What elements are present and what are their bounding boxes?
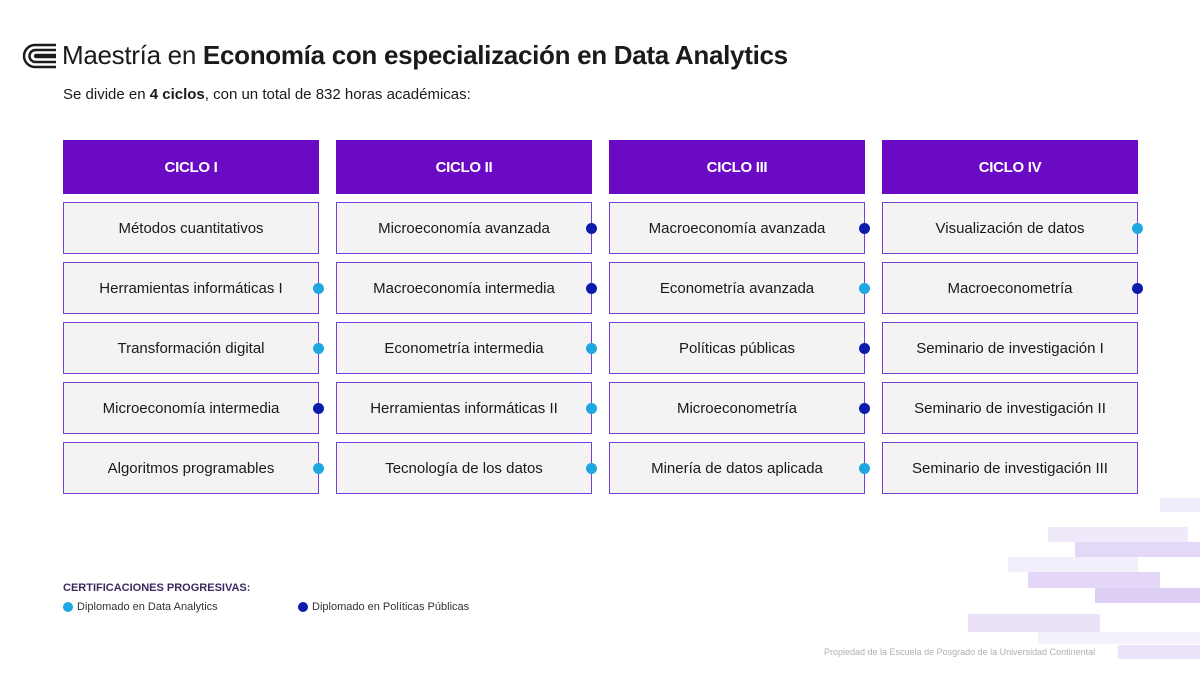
cycle-header: CICLO II bbox=[336, 140, 592, 194]
title-prefix: Maestría en bbox=[62, 40, 203, 70]
politicas-publicas-dot-icon bbox=[313, 402, 324, 414]
page-title: Maestría en Economía con especialización… bbox=[62, 38, 788, 72]
data-analytics-dot-icon bbox=[586, 342, 597, 354]
politicas-publicas-dot-icon bbox=[859, 342, 870, 354]
course-name: Econometría intermedia bbox=[384, 339, 544, 357]
course-box: Seminario de investigación III bbox=[882, 442, 1138, 494]
decorative-bar bbox=[1160, 498, 1200, 512]
course-box: Microeconomía intermedia bbox=[63, 382, 324, 434]
data-analytics-dot-icon bbox=[313, 342, 324, 354]
decorative-bar bbox=[1028, 572, 1160, 588]
data-analytics-dot-icon bbox=[586, 402, 597, 414]
politicas-publicas-dot-icon bbox=[298, 602, 308, 612]
course-name: Seminario de investigación III bbox=[912, 459, 1108, 477]
course-box: Macroeconomía intermedia bbox=[336, 262, 597, 314]
course-box: Herramientas informáticas II bbox=[336, 382, 597, 434]
decorative-bar bbox=[1095, 588, 1200, 603]
course-box: Minería de datos aplicada bbox=[609, 442, 870, 494]
course-name: Herramientas informáticas I bbox=[99, 279, 283, 297]
course-name: Transformación digital bbox=[117, 339, 265, 357]
footer-note: Propiedad de la Escuela de Posgrado de l… bbox=[824, 647, 1096, 657]
decorative-bar bbox=[968, 614, 1100, 632]
politicas-publicas-dot-icon bbox=[859, 402, 870, 414]
course-box: Econometría intermedia bbox=[336, 322, 597, 374]
course-name: Econometría avanzada bbox=[659, 279, 815, 297]
course-name: Minería de datos aplicada bbox=[651, 459, 823, 477]
course-box: Microeconomía avanzada bbox=[336, 202, 597, 254]
course-box: Econometría avanzada bbox=[609, 262, 870, 314]
decorative-bar bbox=[1048, 527, 1188, 542]
course-box: Métodos cuantitativos bbox=[63, 202, 319, 254]
cycle-column: CICLO III Macroeconomía avanzada Econometr… bbox=[609, 140, 870, 494]
cycle-column: CICLO II Microeconomía avanzada Macroecono… bbox=[336, 140, 597, 494]
data-analytics-dot-icon bbox=[313, 282, 324, 294]
university-logo-icon bbox=[22, 43, 56, 69]
course-box: Visualización de datos bbox=[882, 202, 1143, 254]
subtitle-post: , con un total de 832 horas académicas: bbox=[204, 86, 471, 103]
course-name: Microeconometría bbox=[676, 399, 798, 417]
data-analytics-dot-icon bbox=[63, 602, 73, 612]
politicas-publicas-dot-icon bbox=[1132, 282, 1143, 294]
course-box: Microeconometría bbox=[609, 382, 870, 434]
course-name: Macroeconomía intermedia bbox=[373, 279, 555, 297]
certifications-title: CERTIFICACIONES PROGRESIVAS: bbox=[63, 582, 251, 594]
course-name: Visualización de datos bbox=[935, 219, 1085, 237]
politicas-publicas-dot-icon bbox=[859, 222, 870, 234]
title-bold: Economía con especialización en Data Ana… bbox=[202, 40, 788, 70]
decorative-bar bbox=[1038, 632, 1200, 644]
cycle-header: CICLO III bbox=[609, 140, 865, 194]
decorative-bar bbox=[1008, 557, 1138, 572]
course-name: Herramientas informáticas II bbox=[370, 399, 558, 417]
subtitle-pre: Se divide en bbox=[63, 86, 150, 103]
course-name: Microeconomía avanzada bbox=[378, 219, 550, 237]
politicas-publicas-dot-icon bbox=[586, 282, 597, 294]
course-box: Seminario de investigación II bbox=[882, 382, 1138, 434]
cycle-column: CICLO IV Visualización de datos Macroecono… bbox=[882, 140, 1143, 494]
course-box: Seminario de investigación I bbox=[882, 322, 1138, 374]
legend-politicas-publicas: Diplomado en Políticas Públicas bbox=[298, 601, 469, 613]
data-analytics-dot-icon bbox=[313, 462, 324, 474]
course-name: Métodos cuantitativos bbox=[118, 219, 264, 237]
data-analytics-dot-icon bbox=[859, 282, 870, 294]
politicas-publicas-dot-icon bbox=[586, 222, 597, 234]
course-box: Algoritmos programables bbox=[63, 442, 324, 494]
course-name: Algoritmos programables bbox=[107, 459, 275, 477]
course-name: Seminario de investigación II bbox=[914, 399, 1106, 417]
course-name: Políticas públicas bbox=[679, 339, 795, 357]
legend-data-analytics: Diplomado en Data Analytics bbox=[63, 601, 218, 613]
data-analytics-dot-icon bbox=[859, 462, 870, 474]
course-name: Tecnología de los datos bbox=[385, 459, 543, 477]
page-subtitle: Se divide en 4 ciclos, con un total de 8… bbox=[63, 85, 471, 105]
cycle-header: CICLO IV bbox=[882, 140, 1138, 194]
course-name: Macroeconometría bbox=[947, 279, 1073, 297]
data-analytics-dot-icon bbox=[1132, 222, 1143, 234]
course-box: Transformación digital bbox=[63, 322, 324, 374]
course-box: Herramientas informáticas I bbox=[63, 262, 324, 314]
course-name: Microeconomía intermedia bbox=[102, 399, 280, 417]
decorative-bar bbox=[1118, 645, 1200, 659]
subtitle-bold: 4 ciclos bbox=[149, 86, 205, 103]
legend-label: Diplomado en Data Analytics bbox=[77, 601, 218, 613]
course-name: Macroeconomía avanzada bbox=[648, 219, 826, 237]
course-box: Macroeconomía avanzada bbox=[609, 202, 870, 254]
course-box: Políticas públicas bbox=[609, 322, 870, 374]
course-box: Tecnología de los datos bbox=[336, 442, 597, 494]
cycle-header: CICLO I bbox=[63, 140, 319, 194]
legend-label: Diplomado en Políticas Públicas bbox=[312, 601, 470, 613]
course-box: Macroeconometría bbox=[882, 262, 1143, 314]
cycle-column: CICLO I Métodos cuantitativos Herramientas… bbox=[63, 140, 324, 494]
decorative-bar bbox=[1075, 542, 1200, 557]
data-analytics-dot-icon bbox=[586, 462, 597, 474]
course-name: Seminario de investigación I bbox=[916, 339, 1104, 357]
